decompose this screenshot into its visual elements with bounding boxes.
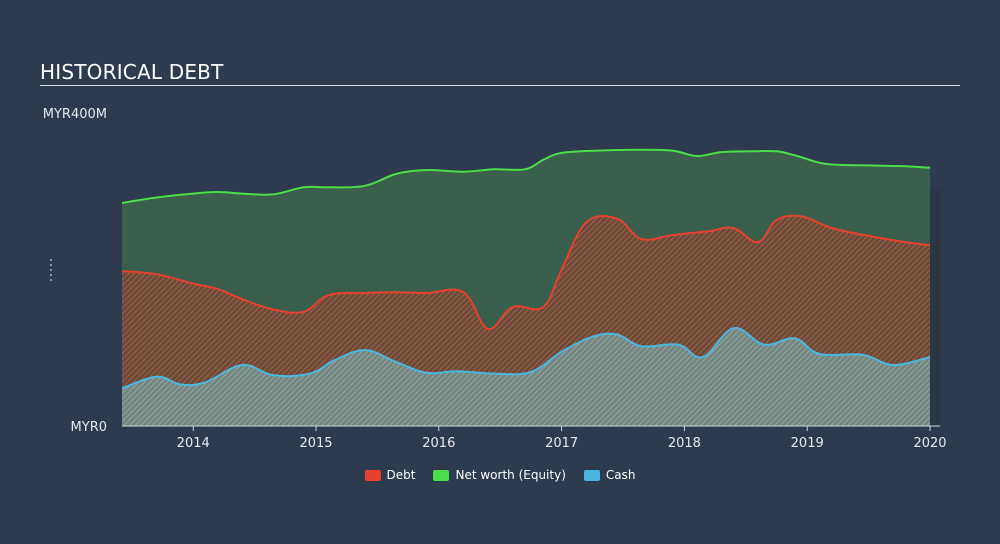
x-tick-label-2015: 2015 xyxy=(299,436,332,451)
cash-area xyxy=(122,327,930,426)
cash-line xyxy=(121,327,931,390)
net-worth-line xyxy=(121,148,931,204)
plot-shade xyxy=(930,190,940,426)
x-tick-label-2016: 2016 xyxy=(422,436,455,451)
legend-item-net-worth[interactable]: Net worth (Equity) xyxy=(433,468,566,482)
legend-swatch-debt xyxy=(364,469,381,481)
area-layers xyxy=(122,149,930,426)
title-divider xyxy=(40,85,960,86)
x-tick-label-2019: 2019 xyxy=(791,436,824,451)
legend-item-debt[interactable]: Debt xyxy=(364,468,416,482)
y-axis-ellipsis xyxy=(50,259,52,281)
debt-line xyxy=(121,214,931,331)
series-lines xyxy=(121,148,931,390)
x-tick-label-2017: 2017 xyxy=(545,436,578,451)
x-axis-ticks: 2014 2015 2016 2017 2018 2019 2020 xyxy=(177,426,947,451)
y-axis-top-label: MYR400M xyxy=(43,107,107,122)
legend-swatch-cash xyxy=(583,469,600,481)
x-tick-label-2020: 2020 xyxy=(913,436,946,451)
x-tick-label-2018: 2018 xyxy=(668,436,701,451)
chart-title: HISTORICAL DEBT xyxy=(40,60,224,84)
legend-label-cash: Cash xyxy=(605,468,636,482)
x-tick-label-2014: 2014 xyxy=(177,436,210,451)
legend-item-cash[interactable]: Cash xyxy=(583,468,636,482)
chart-legend: Debt Net worth (Equity) Cash xyxy=(0,468,1000,482)
legend-swatch-net-worth xyxy=(433,469,450,481)
legend-label-net-worth: Net worth (Equity) xyxy=(455,468,566,482)
legend-label-debt: Debt xyxy=(386,468,416,482)
y-axis-bottom-label: MYR0 xyxy=(71,420,107,435)
